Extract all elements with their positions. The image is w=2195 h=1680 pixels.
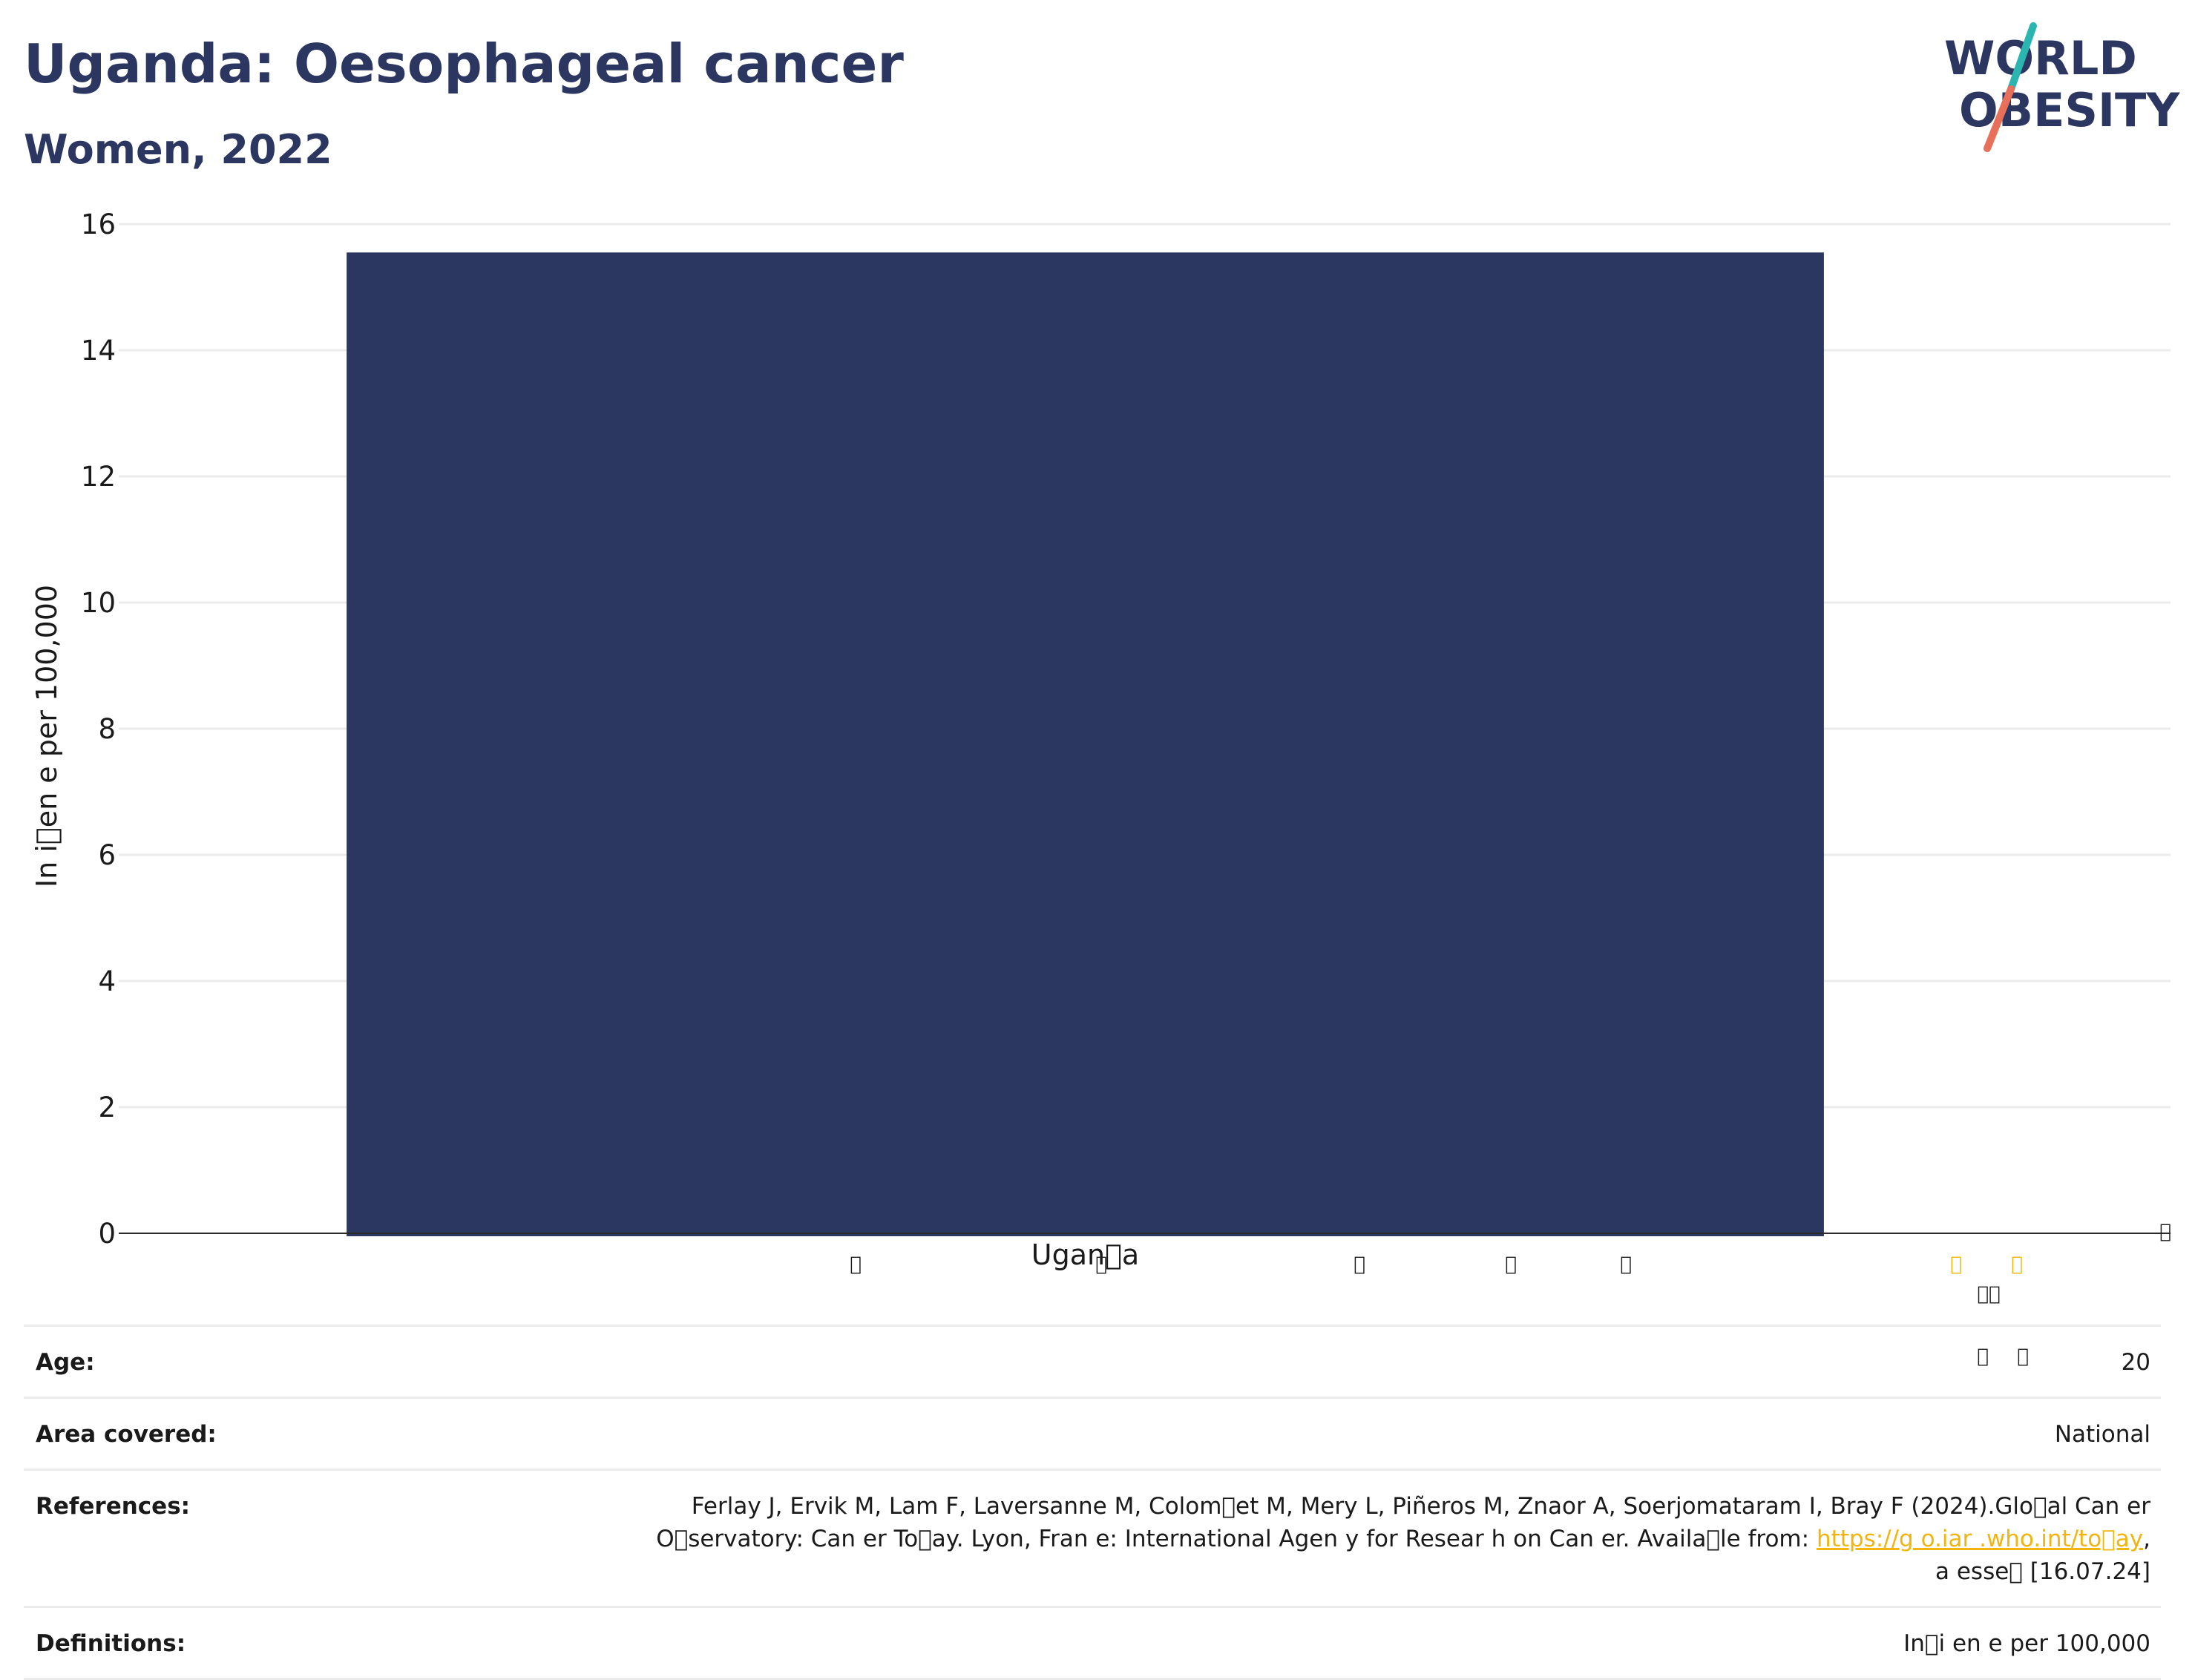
stray-glyph:   <box>2011 1253 2023 1276</box>
world-obesity-logo: WORLD OBESITY <box>1944 22 2180 152</box>
y-tick-label: 8 <box>98 713 116 745</box>
y-axis-label: In i en e per 100,000 <box>30 585 63 887</box>
area-label: Area covered: <box>36 1421 217 1448</box>
info-row-references: References: Ferlay J, Ervik M, Lam F, La… <box>24 1471 2161 1608</box>
logo-slash-top <box>2007 22 2037 93</box>
x-tick-label: Ugan a <box>1031 1238 1139 1271</box>
y-tick-label: 0 <box>98 1218 116 1250</box>
stray-glyph:   <box>850 1253 862 1276</box>
y-tick-label: 2 <box>98 1092 116 1123</box>
stray-glyph:   <box>1354 1253 1365 1276</box>
bar <box>347 252 1824 1236</box>
stray-glyph:    <box>1977 1283 2000 1305</box>
age-value: 20 <box>2121 1349 2150 1376</box>
y-tick-label: 4 <box>98 965 116 997</box>
info-table: Age: 20 Area covered: National Reference… <box>24 1325 2161 1680</box>
page-title: Uganda: Oesophageal cancer <box>24 33 904 95</box>
definitions-label: Definitions: <box>36 1630 186 1657</box>
definitions-value: In i en e per 100,000 <box>1903 1630 2150 1657</box>
stray-glyph:   <box>2017 1345 2029 1368</box>
info-row-age: Age: 20 <box>24 1327 2161 1399</box>
references-line-2-end: , <box>2143 1526 2150 1552</box>
y-tick-label: 16 <box>81 209 116 240</box>
y-tick-label: 6 <box>98 839 116 871</box>
logo-line-1: WORLD <box>1944 31 2137 85</box>
stray-glyph:   <box>1977 1345 1989 1368</box>
references-line-3: a esse  [16.07.24] <box>1935 1558 2150 1585</box>
references-link[interactable]: https://g o.iar .who.int/to ay <box>1816 1526 2144 1552</box>
logo-slash-bottom <box>1984 85 2015 152</box>
stray-glyph:   <box>1950 1253 1962 1276</box>
info-row-definitions: Definitions: In i en e per 100,000 <box>24 1608 2161 1680</box>
stray-glyphs:                     <box>850 1221 2171 1368</box>
stray-glyph:   <box>1620 1253 1632 1276</box>
references-label: References: <box>36 1493 191 1520</box>
stray-glyph:   <box>1095 1253 1107 1276</box>
stray-glyph:   <box>1505 1253 1517 1276</box>
references-line-2: O servatory: Can er To ay. Lyon, Fran e:… <box>656 1523 2150 1555</box>
references-line-2-text: O servatory: Can er To ay. Lyon, Fran e:… <box>656 1526 1817 1552</box>
x-tick-labels: Ugan a <box>1031 1238 1139 1271</box>
info-row-area: Area covered: National <box>24 1399 2161 1471</box>
y-tick-label: 12 <box>81 461 116 493</box>
page-subtitle: Women, 2022 <box>24 126 332 173</box>
y-tick-label: 14 <box>81 335 116 367</box>
y-tick-label: 10 <box>81 587 116 619</box>
references-line-1: Ferlay J, Ervik M, Lam F, Laversanne M, … <box>691 1493 2150 1520</box>
y-tick-labels: 0 2 4 6 8 10 12 14 16 <box>81 209 116 1250</box>
area-value: National <box>2054 1421 2150 1448</box>
references-value: Ferlay J, Ervik M, Lam F, Laversanne M, … <box>656 1490 2150 1588</box>
stray-glyph:   <box>2159 1221 2171 1243</box>
bars <box>347 252 1824 1236</box>
age-label: Age: <box>36 1349 95 1376</box>
